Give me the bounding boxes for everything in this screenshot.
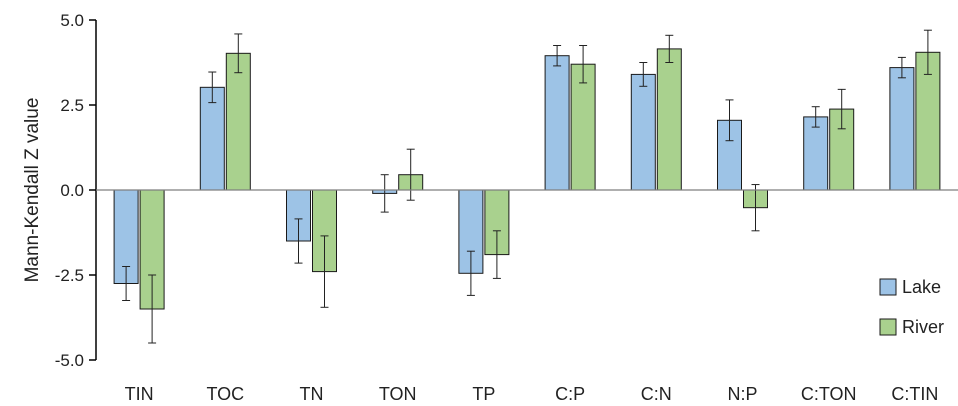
category-label: C:TIN [891, 384, 938, 404]
bar-river-toc [225, 52, 251, 191]
legend-label-lake: Lake [902, 277, 941, 297]
y-tick-label: 5.0 [60, 11, 84, 30]
legend-swatch-river [879, 318, 897, 336]
legend-swatch-lake [879, 278, 897, 296]
bar-lake-c-p [544, 55, 570, 191]
legend: Lake River [879, 277, 944, 337]
bar-lake-c-tin [889, 67, 915, 191]
category-label: TP [472, 384, 495, 404]
y-tick-label: -5.0 [55, 351, 84, 370]
bar-river-c-n [656, 48, 682, 191]
legend-label-river: River [902, 317, 944, 337]
error-bars [122, 29, 932, 344]
category-label: C:P [555, 384, 585, 404]
bar-river-c-tin [915, 51, 941, 191]
y-tick-label: -2.5 [55, 266, 84, 285]
category-label: TON [379, 384, 417, 404]
category-label: TN [300, 384, 324, 404]
category-label: N:P [727, 384, 757, 404]
y-axis: -5.0 -2.5 0.0 2.5 5.0 [55, 11, 97, 370]
bar-lake-c-n [630, 73, 656, 191]
bar-lake-c-ton [803, 116, 829, 191]
category-label: TIN [125, 384, 154, 404]
y-axis-title: Mann-Kendall Z value [22, 98, 43, 283]
y-tick-label: 0.0 [60, 181, 84, 200]
category-label: C:TON [801, 384, 857, 404]
category-label: C:N [641, 384, 672, 404]
category-label: TOC [206, 384, 244, 404]
y-tick-label: 2.5 [60, 96, 84, 115]
category-labels: TIN TOC TN TON TP C:P C:N N:P C:TON C:TIN [125, 384, 939, 404]
bars [113, 48, 941, 310]
bar-lake-toc [199, 86, 225, 191]
